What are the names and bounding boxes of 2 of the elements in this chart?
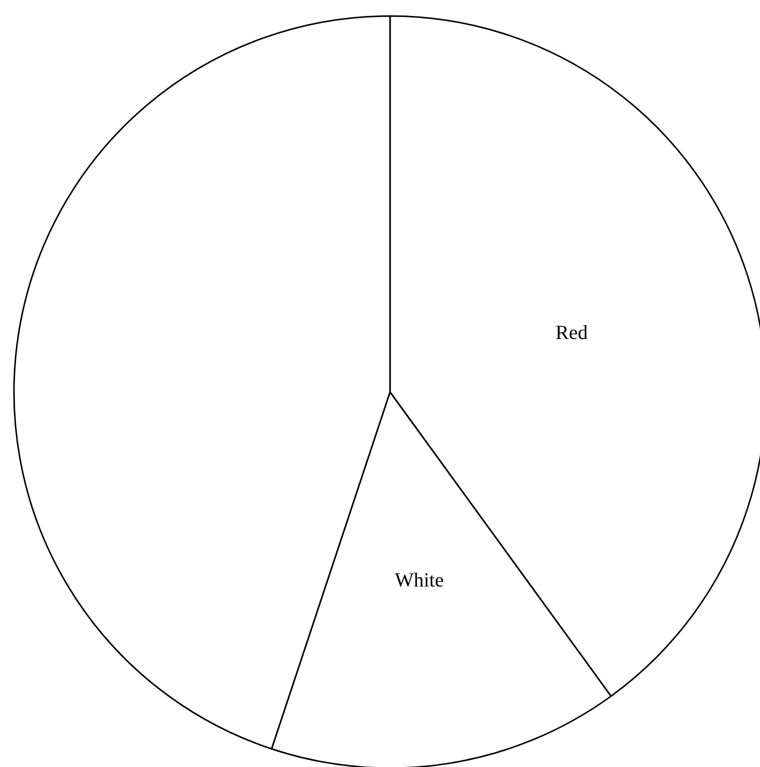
slice-label: Red — [556, 322, 588, 344]
slice-label: White — [394, 570, 444, 592]
